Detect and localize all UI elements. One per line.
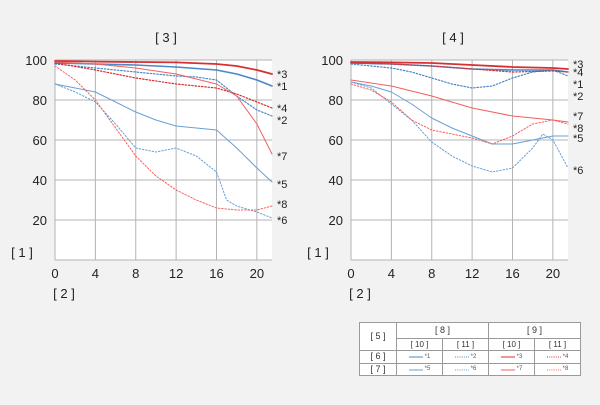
y-tick-label: 80: [329, 93, 343, 108]
series-end-label: *3: [573, 59, 583, 71]
plot-area: [55, 60, 272, 260]
legend-entry: *2: [442, 350, 489, 364]
chart-panel: 0 4 8 12 16 20 20 40 60 80 100 [ 3 ] [ 1 ] [ 2 ] *3*1 *…: [11, 30, 287, 301]
series-line: [54, 62, 273, 109]
y-tick-label: 100: [25, 53, 47, 68]
y-tick-label: 40: [33, 173, 47, 188]
series-end-label: *3: [277, 69, 287, 81]
series-end-label: *8: [573, 123, 583, 135]
legend-entry: *8: [534, 362, 581, 376]
legend-entry-label: *4: [562, 353, 569, 360]
legend-swatch: [546, 369, 561, 370]
x-axis-label: [ 2 ]: [53, 286, 75, 301]
x-tick-label: 12: [169, 266, 183, 281]
series-end-label: *4: [573, 67, 583, 79]
y-tick-label: 40: [329, 173, 343, 188]
series-end-label: *8: [277, 199, 287, 211]
legend-entry-label: *3: [516, 353, 523, 360]
legend-row-label: [ 6 ]: [359, 350, 397, 364]
x-tick-label: 8: [132, 266, 139, 281]
y-axis-label: [ 1 ]: [11, 245, 33, 260]
x-tick-label: 4: [92, 266, 99, 281]
series-end-label: *5: [573, 133, 583, 145]
chart-title: [ 4 ]: [442, 30, 464, 45]
series-end-label: *7: [573, 111, 583, 123]
x-tick-label: 0: [347, 266, 354, 281]
legend-group-header: [ 9 ]: [488, 322, 581, 339]
y-tick-label: 60: [33, 133, 47, 148]
legend-group-header: [ 8 ]: [396, 322, 489, 339]
x-tick-label: 16: [209, 266, 223, 281]
legend-swatch: [500, 356, 515, 358]
x-tick-label: 20: [250, 266, 264, 281]
legend-row-label: [ 7 ]: [359, 362, 397, 376]
series-line: [350, 61, 569, 70]
x-tick-label: 4: [388, 266, 395, 281]
series-end-label: *5: [277, 179, 287, 191]
legend-entry: *4: [534, 350, 581, 364]
legend-entry-label: *7: [516, 366, 523, 372]
series-line: [350, 81, 569, 145]
legend-entry: *6: [442, 362, 489, 376]
series-line: [54, 83, 273, 219]
y-tick-label: 60: [329, 133, 343, 148]
legend-sub-header: [ 11 ]: [442, 338, 489, 351]
legend-entry: *7: [488, 362, 535, 376]
series-end-label: *2: [573, 91, 583, 103]
legend-entry: *1: [396, 350, 443, 364]
series-end-label: *1: [277, 81, 287, 93]
series-line: [350, 83, 569, 145]
x-tick-label: 12: [465, 266, 479, 281]
series-line: [54, 65, 273, 211]
legend-swatch: [454, 369, 469, 370]
series-end-label: *6: [573, 165, 583, 177]
series-end-label: *4: [277, 103, 287, 115]
legend-entry-label: *1: [424, 353, 431, 360]
chart-title: [ 3 ]: [155, 30, 177, 45]
legend-sub-header: [ 10 ]: [396, 338, 443, 351]
legend-sub-header: [ 10 ]: [488, 338, 535, 351]
x-axis-label: [ 2 ]: [349, 286, 371, 301]
legend-entry-label: *8: [562, 366, 569, 372]
legend-corner: [ 5 ]: [359, 322, 397, 351]
y-tick-label: 100: [321, 53, 343, 68]
y-tick-label: 20: [329, 213, 343, 228]
series-end-label: *1: [573, 79, 583, 91]
series-end-label: *6: [277, 215, 287, 227]
series-line: [54, 83, 273, 183]
x-tick-label: 20: [546, 266, 560, 281]
series-line: [54, 61, 273, 155]
y-tick-label: 20: [33, 213, 47, 228]
legend-swatch: [408, 369, 423, 370]
legend-swatch: [408, 356, 423, 358]
legend-swatch: [500, 369, 515, 370]
legend-swatch: [546, 356, 561, 358]
series-end-label: *2: [277, 115, 287, 127]
series-line: [350, 81, 569, 173]
legend-entry-label: *2: [470, 353, 477, 360]
series-line: [350, 62, 569, 73]
series-line: [54, 63, 273, 117]
legend-entry: *3: [488, 350, 535, 364]
legend-entry-label: *6: [470, 366, 477, 372]
x-tick-label: 16: [505, 266, 519, 281]
legend-entry: *5: [396, 362, 443, 376]
y-axis-label: [ 1 ]: [307, 245, 329, 260]
legend-row: [ 6 ] *1 *2 *3 *4: [359, 350, 581, 364]
legend-swatch: [454, 356, 469, 358]
legend-row: [ 7 ] *5 *6 *7 *8: [359, 362, 581, 376]
legend-table: [ 5 ] [ 8 ] [ 9 ] [ 10 ] [ 11 ] [ 10 ] […: [359, 322, 581, 376]
x-tick-label: 0: [51, 266, 58, 281]
y-tick-label: 80: [33, 93, 47, 108]
x-tick-label: 8: [428, 266, 435, 281]
legend-sub-header: [ 11 ]: [534, 338, 581, 351]
series-line: [350, 63, 569, 89]
series-end-label: *7: [277, 151, 287, 163]
series-line: [54, 60, 273, 75]
legend-entry-label: *5: [424, 366, 431, 372]
